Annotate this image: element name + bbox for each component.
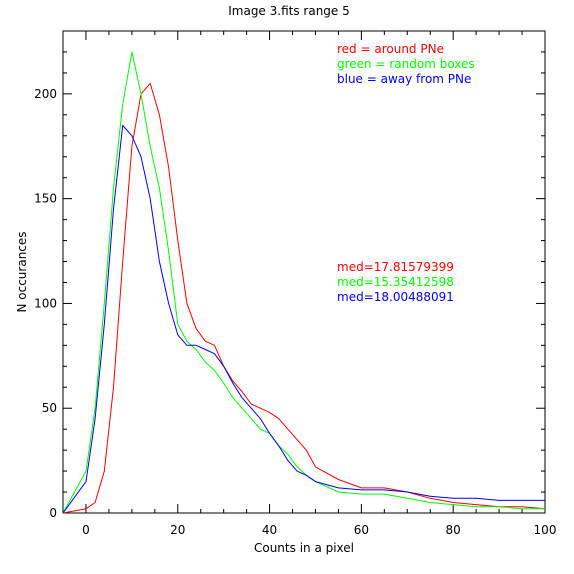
y-axis-label: N occurances xyxy=(15,231,29,312)
chart-title: Image 3.fits range 5 xyxy=(228,4,350,18)
x-tick-label: 60 xyxy=(354,523,369,537)
legend-entry: red = around PNe xyxy=(337,42,444,56)
x-tick-label: 40 xyxy=(262,523,277,537)
median-annotation: med=17.81579399 xyxy=(337,260,454,274)
y-tick-label: 100 xyxy=(34,296,57,310)
y-tick-label: 200 xyxy=(34,87,57,101)
legend-entry: blue = away from PNe xyxy=(337,72,471,86)
x-tick-label: 0 xyxy=(82,523,90,537)
x-tick-label: 80 xyxy=(446,523,461,537)
median-annotation: med=15.35412598 xyxy=(337,275,454,289)
series-line-1 xyxy=(62,82,546,514)
median-annotations: med=17.81579399med=15.35412598med=18.004… xyxy=(337,260,454,304)
y-tick-label: 0 xyxy=(49,506,57,520)
legend-entry: green = random boxes xyxy=(337,57,475,71)
x-tick-label: 100 xyxy=(534,523,557,537)
y-tick-label: 50 xyxy=(42,401,57,415)
x-tick-label: 20 xyxy=(170,523,185,537)
axis-ticks: 0 20 40 60 80 100 0 50 100 150 200 xyxy=(34,30,557,537)
plot-frame xyxy=(62,30,546,514)
series-line-3 xyxy=(62,124,545,514)
median-annotation: med=18.00488091 xyxy=(337,290,454,304)
series-group xyxy=(62,51,546,514)
x-axis-label: Counts in a pixel xyxy=(254,541,354,555)
y-tick-label: 150 xyxy=(34,192,57,206)
series-line-2 xyxy=(62,51,545,514)
